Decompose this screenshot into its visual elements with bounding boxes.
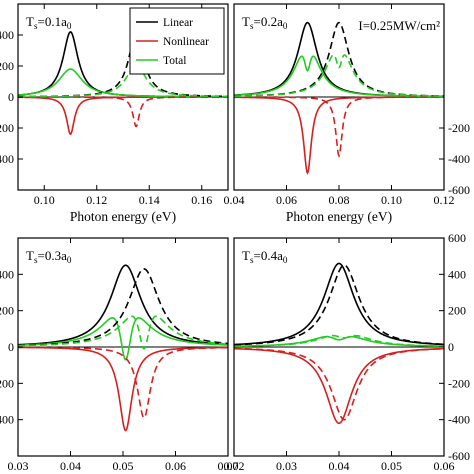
series-nonlinear-dashed-line <box>18 346 228 419</box>
series-linear-dashed-line <box>234 21 444 97</box>
x-tick-label: 0.04 <box>224 193 245 207</box>
series-total-dashed-line <box>234 334 444 348</box>
y-tick-label-left: 200 <box>0 59 14 73</box>
series-total-dashed-line <box>234 54 444 97</box>
x-tick-label: 0.06 <box>434 459 455 473</box>
series-nonlinear-dashed-line <box>234 96 444 158</box>
series-total-dashed-line <box>18 63 228 98</box>
x-tick-label: 0.05 <box>381 459 402 473</box>
y-tick-label-right: -600 <box>448 183 470 197</box>
chart-panel-2: 0.04 0.06 0.08 0.10 0.12 -200 -400 -600 Photon e… <box>224 3 470 224</box>
curves <box>234 262 444 425</box>
legend-label-total: Total <box>163 55 186 67</box>
y-tick-label-left: -400 <box>0 413 14 427</box>
curves <box>18 264 228 432</box>
series-linear-solid-line <box>234 262 444 346</box>
series-nonlinear-dashed-line <box>234 347 444 421</box>
y-tick-label-left: -200 <box>0 376 14 390</box>
x-axis-label: Photon energy (eV) <box>286 209 392 224</box>
panel-label: Ts=0.1a0 <box>26 14 72 31</box>
series-total-dashed-line <box>18 315 228 350</box>
intensity-annotation: I=0.25MW/cm² <box>358 18 440 33</box>
x-axis-label: Photon energy (eV) <box>70 209 176 224</box>
y-tick-label-left: 0 <box>8 340 14 354</box>
curves <box>18 31 228 136</box>
series-linear-solid-line <box>18 264 228 346</box>
chart-panel-4: 0.02 0.03 0.04 0.05 0.06 600 400 200 0 -200 -400 -6… <box>224 231 471 473</box>
x-tick-label: 0.02 <box>224 459 245 473</box>
y-tick-label-right: 400 <box>448 267 466 281</box>
x-tick-label: 0.12 <box>86 193 107 207</box>
chart-panel-1: 0.10 0.12 0.14 0.16 400 200 0 -200 -400 Photon en… <box>0 3 229 224</box>
x-tick-label: 0.10 <box>381 193 402 207</box>
legend: Linear Nonlinear Total <box>129 7 225 75</box>
series-nonlinear-solid-line <box>18 346 228 432</box>
series-nonlinear-solid-line <box>18 96 228 136</box>
y-tick-label-right: -400 <box>448 413 470 427</box>
x-tick-label: 0.04 <box>60 459 81 473</box>
y-tick-label-right: 0 <box>448 340 454 354</box>
x-tick-label: 0.16 <box>191 193 212 207</box>
y-tick-label-right: 600 <box>448 231 466 245</box>
y-tick-label-right: -400 <box>448 152 470 166</box>
panel-label: Ts=0.3a0 <box>26 248 72 265</box>
legend-label-nonlinear: Nonlinear <box>163 36 209 48</box>
x-tick-label: 0.10 <box>34 193 55 207</box>
panel-label: Ts=0.4a0 <box>242 248 288 265</box>
x-tick-label: 0.03 <box>8 459 29 473</box>
y-tick-label-right: -200 <box>448 376 470 390</box>
legend-label-linear: Linear <box>163 17 193 29</box>
chart-panel-3: 0.030.040.050.060.074002000-200-400Photo… <box>0 237 239 473</box>
x-tick-label: 0.12 <box>434 193 455 207</box>
y-tick-label-right: 200 <box>448 304 466 318</box>
y-tick-label-left: -200 <box>0 121 14 135</box>
x-tick-label: 0.06 <box>276 193 297 207</box>
series-total-solid-line <box>234 55 444 98</box>
x-tick-label: 0.14 <box>139 193 160 207</box>
series-nonlinear-solid-line <box>234 96 444 175</box>
curves <box>234 21 444 175</box>
x-tick-label: 0.05 <box>113 459 134 473</box>
series-linear-solid-line <box>234 21 444 98</box>
x-tick-label: 0.03 <box>276 459 297 473</box>
series-nonlinear-dashed-line <box>18 96 228 128</box>
y-tick-label-left: -400 <box>0 152 14 166</box>
x-tick-label: 0.04 <box>329 459 350 473</box>
y-tick-label-left: 400 <box>0 28 14 42</box>
panel-label: Ts=0.2a0 <box>242 14 288 31</box>
x-tick-label: 0.07 <box>218 459 239 473</box>
y-tick-label-left: 400 <box>0 267 14 281</box>
x-tick-label: 0.08 <box>329 193 350 207</box>
x-tick-label: 0.06 <box>165 459 186 473</box>
y-tick-label-right: -600 <box>448 449 470 463</box>
y-tick-label-left: 0 <box>8 90 14 104</box>
series-linear-dashed-line <box>18 268 228 347</box>
series-linear-dashed-line <box>234 264 444 346</box>
y-tick-label-left: 200 <box>0 304 14 318</box>
y-tick-label-right: -200 <box>448 121 470 135</box>
